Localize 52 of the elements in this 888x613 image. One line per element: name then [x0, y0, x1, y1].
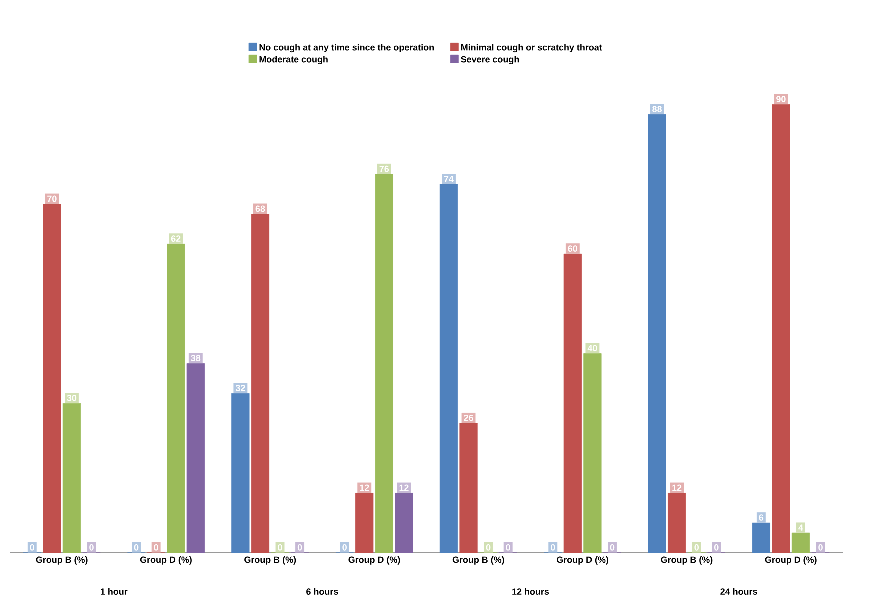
- data-label: 4: [798, 524, 804, 531]
- legend-label: Minimal cough or scratchy throat: [461, 44, 602, 53]
- data-label: 0: [486, 544, 491, 551]
- data-label: 68: [256, 206, 266, 212]
- legend-label: No cough at any time since the operation: [260, 44, 434, 53]
- x-tick-label: Group D (%): [140, 556, 192, 565]
- data-label: 12: [360, 484, 370, 492]
- data-label: 0: [694, 544, 699, 551]
- bar: [251, 214, 270, 554]
- data-label: 88: [652, 106, 662, 112]
- text: 1 hour: [101, 588, 128, 595]
- text: 12 hours: [512, 588, 550, 595]
- data-label: 32: [236, 385, 246, 392]
- data-label: 0: [30, 544, 35, 551]
- x-tick-label: Group B (%): [36, 556, 88, 565]
- text: 24 hours: [720, 588, 758, 595]
- data-label: 0: [298, 544, 302, 551]
- data-label: 0: [154, 544, 158, 551]
- x-tick-label: Group B (%): [661, 556, 713, 565]
- data-label: 30: [67, 395, 77, 402]
- data-label: 70: [48, 196, 57, 202]
- data-label: 0: [278, 544, 282, 551]
- data-label: 26: [464, 414, 474, 422]
- bar: [62, 403, 82, 554]
- data-label: 60: [568, 246, 578, 252]
- data-label: 40: [588, 345, 598, 352]
- x-tick-label: Group B (%): [244, 556, 296, 565]
- legend-label: Moderate cough: [260, 56, 328, 65]
- x-tick-label: Group B (%): [452, 556, 504, 565]
- data-label: 0: [714, 544, 719, 551]
- data-label: 74: [444, 176, 454, 182]
- data-label: 0: [342, 544, 347, 551]
- data-label: 0: [134, 544, 139, 551]
- data-label: 0: [818, 544, 823, 551]
- x-tick-label: Group D (%): [557, 556, 609, 565]
- data-label: 0: [90, 544, 94, 551]
- data-label: 12: [400, 484, 409, 492]
- data-label: 0: [506, 544, 510, 551]
- data-label: 38: [191, 355, 201, 362]
- data-label: 6: [759, 514, 764, 521]
- data-label: 76: [380, 166, 390, 172]
- x-tick-label: Group D (%): [765, 556, 817, 565]
- text: 6 hours: [306, 588, 338, 595]
- data-label: 0: [610, 544, 615, 551]
- data-label: 90: [776, 96, 786, 103]
- bar: [792, 532, 810, 554]
- data-label: 62: [171, 236, 181, 242]
- x-tick-label: Group D (%): [348, 556, 400, 565]
- data-label: 12: [672, 484, 682, 492]
- data-label: 0: [550, 544, 556, 551]
- legend-label: Severe cough: [461, 56, 520, 65]
- bar: [440, 184, 458, 554]
